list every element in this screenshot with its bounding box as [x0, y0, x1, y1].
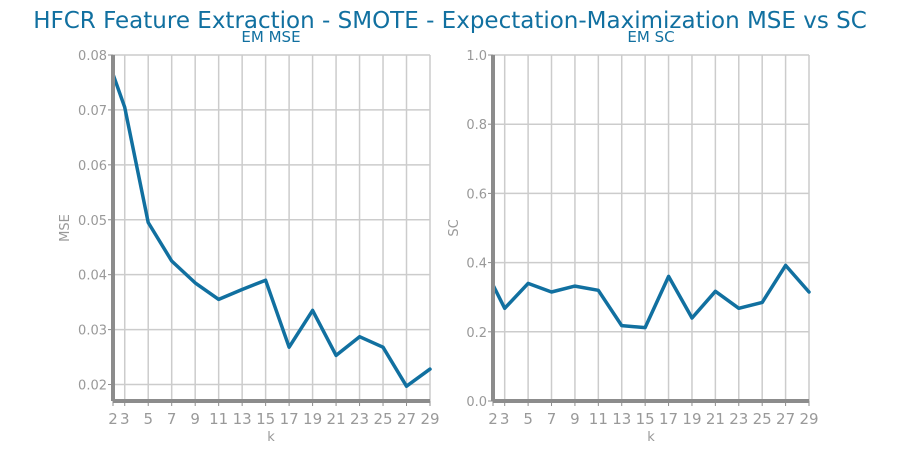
x-tick-label: 2: [488, 410, 498, 428]
y-tick-label: 0.03: [78, 324, 107, 339]
y-tick-label: 0.2: [466, 326, 487, 341]
y-tick-label: 0.06: [78, 159, 107, 174]
x-tick-label: 29: [799, 410, 818, 428]
y-ticks-mse: 0.02 0.03 0.04 0.05 0.06 0.07 0.08: [78, 49, 113, 394]
y-tick-label: 0.07: [78, 104, 107, 119]
axes-spines-sc: [491, 55, 809, 403]
x-tick-label: 17: [659, 410, 678, 428]
y-ticks-sc: 0.0 0.2 0.4 0.6 0.8 1.0: [466, 49, 493, 410]
x-tick-label: 7: [547, 410, 557, 428]
y-tick-label: 0.05: [78, 214, 107, 229]
y-axis-label-sc: SC: [447, 219, 462, 236]
x-tick-label: 7: [167, 410, 177, 428]
y-axis-label-mse: MSE: [58, 214, 73, 242]
series-sc: [491, 263, 811, 330]
y-tick-label: 0.8: [466, 118, 487, 133]
x-tick-label: 13: [612, 410, 631, 428]
x-ticks-sc: 2 3 5 7 9 11 13 15 17 19 21 23 25 27 29: [488, 401, 819, 428]
chart-em-sc: EM SC 0.00.20.40.60.81.0 2 3 5 7 9 11 13 15 17 19…: [447, 28, 819, 445]
chart-title-mse: EM MSE: [241, 28, 300, 46]
x-tick-label: 19: [303, 410, 322, 428]
gridlines-mse: [112, 54, 431, 401]
x-tick-label: 19: [682, 410, 701, 428]
y-tick-label: 0.08: [78, 49, 107, 64]
x-tick-label: 5: [523, 410, 533, 428]
x-tick-label: 15: [636, 410, 655, 428]
x-tick-label: 13: [233, 410, 252, 428]
chart-title-sc: EM SC: [627, 28, 674, 46]
x-tick-label: 25: [753, 410, 772, 428]
x-ticks-mse: 2 3 5 7 9 11 13 15 17 19 21 23 25 27 29: [108, 401, 440, 428]
x-tick-label: 21: [327, 410, 346, 428]
y-tick-label: 0.02: [78, 379, 107, 394]
x-axis-label-mse: k: [267, 430, 275, 445]
x-tick-label: 27: [776, 410, 795, 428]
x-tick-label: 21: [706, 410, 725, 428]
x-tick-label: 29: [420, 410, 439, 428]
x-tick-label: 11: [589, 410, 608, 428]
x-tick-label: 17: [280, 410, 299, 428]
x-tick-label: 11: [209, 410, 228, 428]
x-tick-label: 9: [570, 410, 580, 428]
y-tick-label: 0.0: [466, 395, 487, 410]
x-tick-label: 3: [500, 410, 510, 428]
x-tick-label: 9: [190, 410, 200, 428]
series-line: [111, 72, 432, 388]
axes-spines-mse: [111, 55, 430, 403]
x-tick-label: 3: [120, 410, 130, 428]
y-tick-label: 0.4: [466, 257, 487, 272]
x-tick-label: 5: [143, 410, 153, 428]
x-tick-label: 2: [108, 410, 118, 428]
x-tick-label: 23: [350, 410, 369, 428]
x-tick-label: 15: [256, 410, 275, 428]
x-tick-label: 25: [373, 410, 392, 428]
y-tick-label: 1.0: [466, 49, 487, 64]
series-line: [491, 263, 811, 330]
x-axis-label-sc: k: [647, 430, 655, 445]
y-tick-label: 0.6: [466, 187, 487, 202]
y-tick-label: 0.04: [78, 269, 107, 284]
x-tick-label: 23: [729, 410, 748, 428]
series-mse: [111, 72, 432, 388]
figure-suptitle: HFCR Feature Extraction - SMOTE - Expect…: [33, 8, 867, 34]
gridlines-sc: [492, 54, 810, 402]
x-tick-label: 27: [397, 410, 416, 428]
